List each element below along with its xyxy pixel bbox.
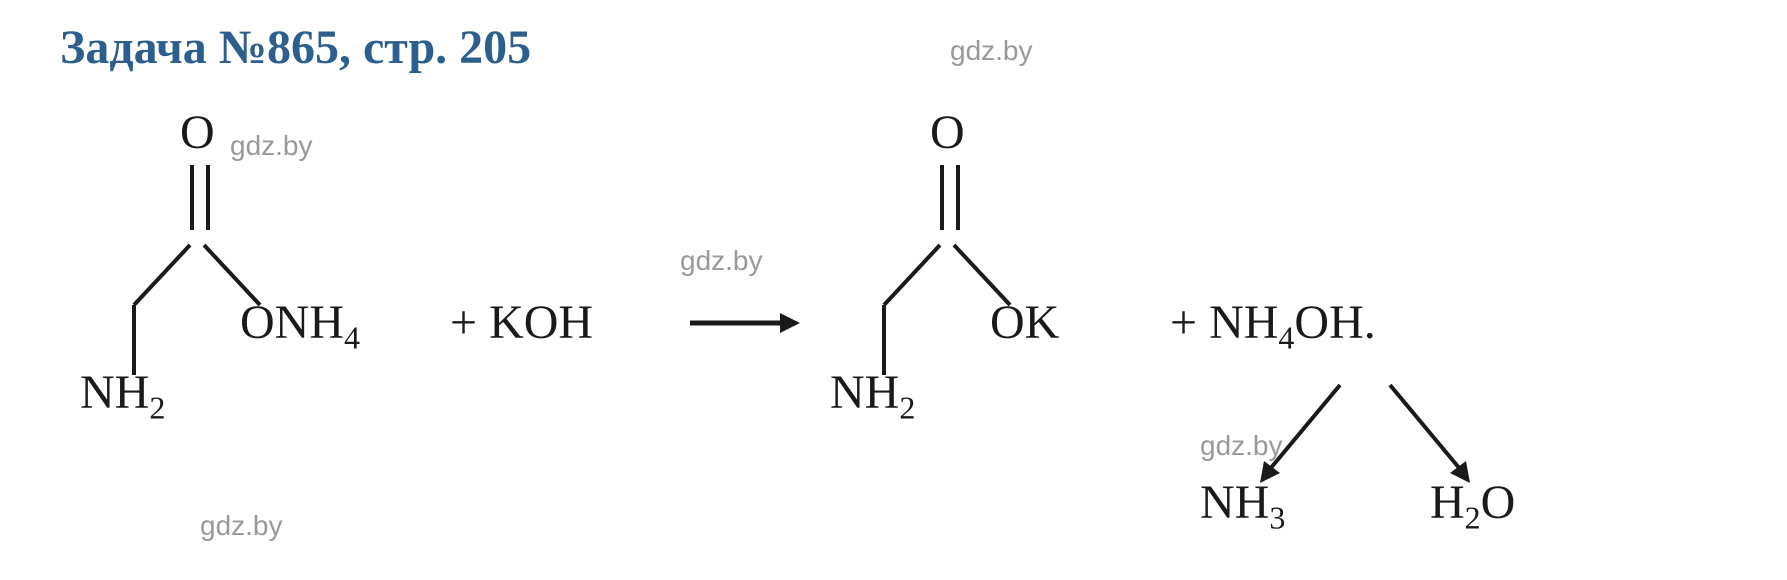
h2o-sub: 2: [1465, 500, 1481, 536]
s1-onh4: ONH4: [240, 295, 360, 357]
h2o-h: H: [1430, 476, 1465, 529]
s1-nh2: NH2: [80, 365, 165, 427]
plus-koh: + KOH: [450, 295, 593, 350]
nh4oh-p2: OH.: [1294, 296, 1375, 349]
nh3-sub: 3: [1269, 500, 1285, 536]
s1-onh4-sub: 4: [344, 320, 360, 356]
s1-nh2-main: NH: [80, 366, 149, 419]
nh4oh-p1: + NH: [1170, 296, 1278, 349]
watermark-0: gdz.by: [950, 35, 1033, 67]
watermark-2: gdz.by: [680, 245, 763, 277]
equation: O ONH4 NH2 + KOH O OK NH2 + NH4OH.: [60, 105, 1727, 505]
s1-onh4-main: ONH: [240, 296, 344, 349]
nh3: NH3: [1200, 475, 1285, 537]
s2-ok: OK: [990, 295, 1059, 350]
watermark-3: gdz.by: [1200, 430, 1283, 462]
watermark-4: gdz.by: [200, 510, 283, 542]
h2o-o: O: [1481, 476, 1516, 529]
s2-nh2-sub: 2: [899, 390, 915, 426]
nh4oh-sub: 4: [1278, 320, 1294, 356]
problem-title: Задача №865, стр. 205: [60, 20, 1727, 75]
s2-nh2: NH2: [830, 365, 915, 427]
s2-nh2-main: NH: [830, 366, 899, 419]
h2o: H2O: [1430, 475, 1515, 537]
nh3-main: NH: [1200, 476, 1269, 529]
s1-nh2-sub: 2: [149, 390, 165, 426]
watermark-1: gdz.by: [230, 130, 313, 162]
plus-nh4oh: + NH4OH.: [1170, 295, 1376, 357]
s2-o-top: O: [930, 105, 965, 160]
